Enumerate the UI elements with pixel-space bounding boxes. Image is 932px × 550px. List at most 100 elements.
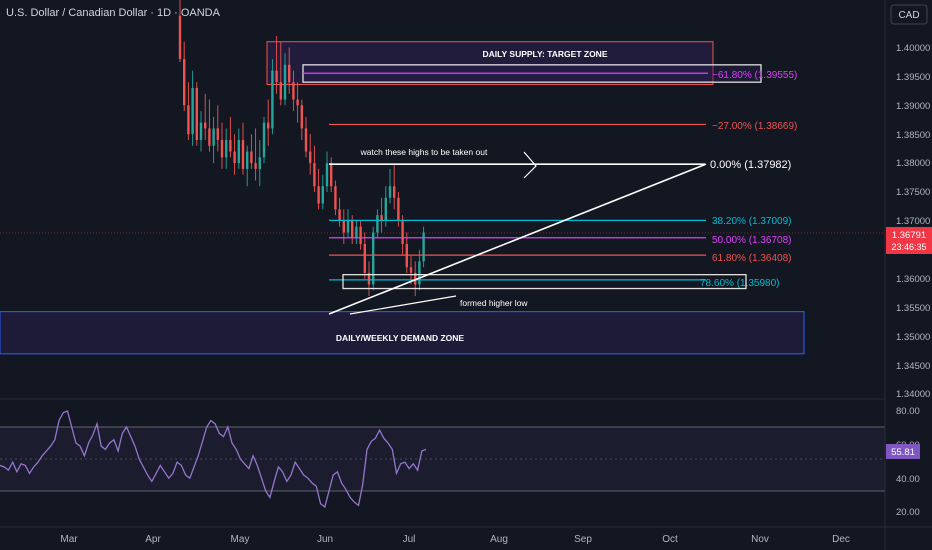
candle <box>334 186 337 210</box>
candle <box>309 151 312 164</box>
month-label: Apr <box>145 534 161 545</box>
candle <box>225 139 228 158</box>
month-label: May <box>231 534 250 545</box>
candle <box>342 220 345 233</box>
candle <box>237 139 240 164</box>
month-label: Dec <box>832 534 850 545</box>
highs-note: watch these highs to be taken out <box>360 147 488 157</box>
candle <box>351 220 354 239</box>
arrow-head <box>523 151 537 179</box>
current-price-tag <box>886 227 932 254</box>
candle <box>363 244 366 273</box>
candle <box>367 272 371 285</box>
candle <box>388 186 392 198</box>
rsi-value-tag <box>886 444 920 459</box>
candle <box>376 215 379 233</box>
candle <box>258 157 261 169</box>
fib-label-neg618: −61.80% (1.39555) <box>712 70 797 81</box>
candle <box>233 151 236 164</box>
fib-label-0: 0.00% (1.37982) <box>710 159 791 171</box>
fib-labels: −61.80% (1.39555) −27.00% (1.38669) 0.00… <box>700 70 797 289</box>
price-tick: 1.35000 <box>896 332 930 343</box>
candle <box>330 163 333 187</box>
candle <box>359 226 362 245</box>
candle <box>409 267 413 273</box>
price-tick: 1.34500 <box>896 361 930 372</box>
rsi-current-value: 55.81 <box>891 447 915 458</box>
higher-low-line <box>349 295 457 315</box>
candle <box>401 220 404 245</box>
time-axis[interactable]: Mar Apr May Jun Jul Aug Sep Oct Nov Dec <box>60 534 850 545</box>
fib-label-786: 78.60% (1.35980) <box>700 278 780 289</box>
candle <box>191 87 194 135</box>
current-price: 1.36791 <box>892 230 926 241</box>
candle <box>422 232 425 262</box>
candle <box>254 163 257 169</box>
trend-line <box>328 163 707 315</box>
candle <box>275 70 278 83</box>
drawings-layer <box>303 72 747 315</box>
price-tick: 1.39500 <box>896 72 930 83</box>
candle <box>279 82 282 100</box>
price-tick: 1.38000 <box>896 158 930 169</box>
fib-786-box <box>342 274 747 290</box>
supply-zone <box>266 41 714 85</box>
candle <box>414 272 417 285</box>
candle <box>317 186 320 204</box>
candle <box>216 128 219 140</box>
candle <box>204 122 207 129</box>
candle <box>393 186 396 198</box>
candle <box>246 151 249 169</box>
candle <box>418 261 421 285</box>
candle <box>380 215 383 221</box>
month-label: Jun <box>317 534 333 545</box>
currency-button[interactable] <box>890 4 928 25</box>
candle <box>195 87 198 140</box>
candle <box>288 64 291 83</box>
candle <box>262 122 266 158</box>
month-label: Aug <box>490 534 508 545</box>
supply-zone-label: DAILY SUPPLY: TARGET ZONE <box>482 49 607 59</box>
candle <box>384 197 387 221</box>
fib-label-neg27: −27.00% (1.38669) <box>712 121 797 132</box>
rsi-line <box>0 410 427 509</box>
demand-zone-label: DAILY/WEEKLY DEMAND ZONE <box>336 333 464 343</box>
candle <box>212 128 215 146</box>
rsi-band <box>0 427 885 491</box>
candle <box>292 82 295 100</box>
candle <box>250 151 253 164</box>
candle <box>271 70 274 129</box>
rsi-tick: 40.00 <box>896 474 920 485</box>
higher-low-note: formed higher low <box>460 298 528 308</box>
candle <box>321 186 324 204</box>
price-tick: 1.37500 <box>896 187 930 198</box>
candle <box>296 99 299 106</box>
price-tick: 1.36000 <box>896 274 930 285</box>
rsi-tick: 80.00 <box>896 406 920 417</box>
fib-label-50: 50.00% (1.36708) <box>712 235 792 246</box>
candle <box>267 122 270 129</box>
price-tick: 1.40000 <box>896 43 930 54</box>
candle <box>283 64 287 100</box>
month-label: Nov <box>751 534 769 545</box>
candle <box>397 197 400 221</box>
candle <box>208 128 211 146</box>
candle <box>300 105 303 129</box>
currency-label: CAD <box>898 10 919 21</box>
candle <box>199 122 203 140</box>
candle <box>313 163 316 187</box>
rsi-tick: 20.00 <box>896 507 920 518</box>
candle <box>187 105 190 135</box>
candle <box>241 139 245 169</box>
month-label: Oct <box>662 534 678 545</box>
month-label: Sep <box>574 534 592 545</box>
candle <box>325 163 329 187</box>
price-tick: 1.38500 <box>896 130 930 141</box>
candle <box>183 59 186 106</box>
fib-label-618: 61.80% (1.36408) <box>712 253 792 264</box>
price-tick: 1.37000 <box>896 216 930 227</box>
fib-label-382: 38.20% (1.37009) <box>712 216 792 227</box>
symbol-title: U.S. Dollar / Canadian Dollar · 1D · OAN… <box>6 7 221 19</box>
candle <box>220 139 224 158</box>
